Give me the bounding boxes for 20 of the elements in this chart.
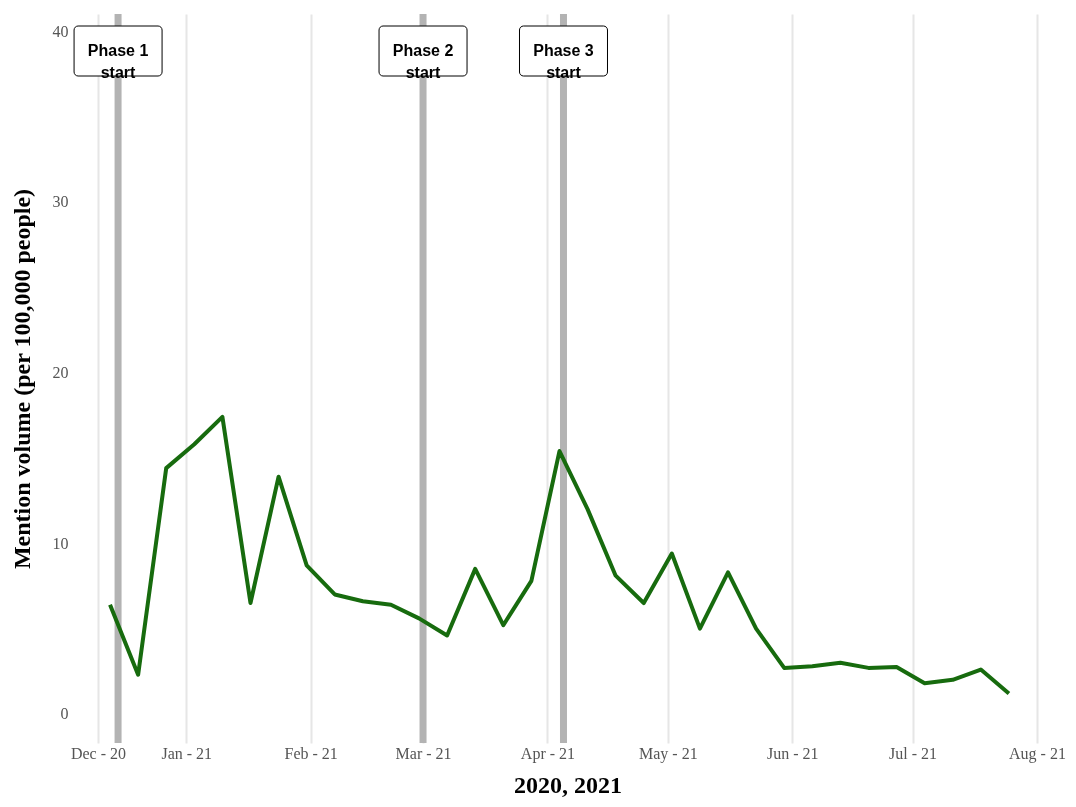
x-tick-label: Feb - 21 [284,744,338,762]
x-tick-label: Aug - 21 [1009,744,1066,763]
line-series [108,414,1011,696]
ref-line-label: Phase 1 start [87,42,149,81]
x-axis-title: 2020, 2021 [514,771,622,798]
x-tick-label: Mar - 21 [395,744,452,762]
y-tick-label: 0 [60,705,69,723]
x-tick-label: May - 21 [638,744,698,763]
x-tick-label: Dec - 20 [70,744,127,762]
ref-line-label: Phase 2 start [392,42,454,81]
y-tick-label: 30 [52,193,69,211]
y-axis-title: Mention volume (per 100,000 people) [8,188,35,570]
y-tick-label: 20 [52,364,69,382]
x-tick-label: Jul - 21 [889,744,938,762]
y-tick-label: 10 [52,534,69,552]
ref-line-label: Phase 3 start [533,42,594,81]
y-tick-label: 40 [52,22,69,40]
x-tick-label: Jun - 21 [766,744,819,762]
x-tick-label: Jan - 21 [161,744,213,762]
x-tick-label: Apr - 21 [520,744,576,763]
